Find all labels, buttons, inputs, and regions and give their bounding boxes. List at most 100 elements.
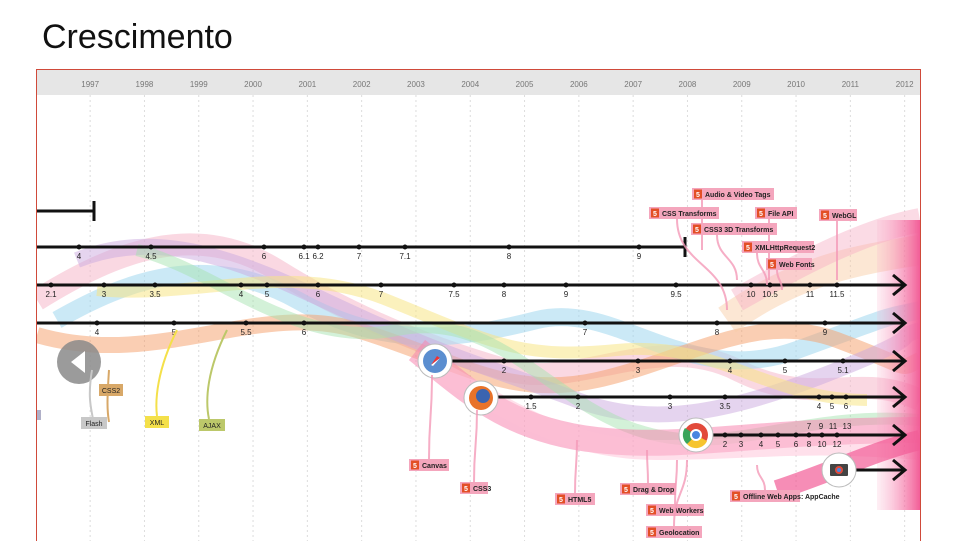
- version-label: 5: [783, 366, 788, 375]
- version-dot: [714, 320, 720, 326]
- version-label: 7: [807, 422, 812, 431]
- year-label: 2000: [244, 80, 262, 89]
- version-dot: [819, 432, 825, 438]
- version-dot: [315, 244, 321, 250]
- svg-text:5: 5: [770, 262, 774, 269]
- flash-label-box: [81, 417, 107, 429]
- year-label: 1997: [81, 80, 99, 89]
- version-dot: [722, 432, 728, 438]
- opera-line-arrow-icon: [892, 273, 908, 297]
- svg-text:5: 5: [650, 530, 654, 537]
- version-dot: [727, 358, 733, 364]
- html5-feature-label: File API: [768, 211, 793, 218]
- version-label: 4: [817, 402, 822, 411]
- version-dot: [748, 282, 754, 288]
- version-label: 9: [564, 290, 569, 299]
- version-label: 11: [806, 290, 815, 299]
- html5-feature-label: Offline Web Apps: AppCache: [743, 494, 840, 501]
- svg-text:5: 5: [624, 487, 628, 494]
- svg-text:5: 5: [650, 508, 654, 515]
- previous-arrow-icon[interactable]: [57, 340, 101, 384]
- version-label: 5.1: [837, 366, 849, 375]
- html5-badge-icon: [693, 224, 701, 234]
- firefox-icon: [463, 380, 499, 416]
- version-label: 7: [379, 290, 384, 299]
- version-dot: [563, 282, 569, 288]
- version-label: 8: [715, 328, 720, 337]
- version-dot: [582, 320, 588, 326]
- flash-label: Flash: [85, 421, 102, 428]
- html5-feature-labels: 5 Audio & Video Tags 5 CSS Transforms 5 File …: [409, 188, 857, 538]
- version-dot: [148, 244, 154, 250]
- version-label: 2.1: [45, 290, 57, 299]
- version-label: 11.5: [830, 290, 846, 299]
- version-dot: [301, 320, 307, 326]
- year-label: 2004: [461, 80, 479, 89]
- svg-text:5: 5: [759, 211, 763, 218]
- version-dot: [758, 432, 764, 438]
- version-label: 9.5: [670, 290, 682, 299]
- safari-icon: [417, 343, 453, 379]
- svg-text:5: 5: [696, 192, 700, 199]
- version-dot: [722, 394, 728, 400]
- version-label: 6: [794, 440, 799, 449]
- version-label: 3.5: [149, 290, 161, 299]
- year-label: 2006: [570, 80, 588, 89]
- version-dot: [834, 432, 840, 438]
- version-dot: [673, 282, 679, 288]
- version-label: 8: [502, 290, 507, 299]
- version-dot: [806, 432, 812, 438]
- svg-text:5: 5: [464, 486, 468, 493]
- version-label: 11: [829, 422, 838, 431]
- version-dot: [501, 282, 507, 288]
- html5-feature-label: CSS3: [473, 486, 491, 493]
- html5-feature-label: CSS Transforms: [662, 211, 717, 218]
- version-label: 4: [759, 440, 764, 449]
- version-label: 2: [576, 402, 581, 411]
- version-label: 12: [833, 440, 842, 449]
- css2-label-box: [99, 384, 123, 396]
- browser-timelines: 4 4.5 6 6.1 6.2 7 7.1 8 92.1 3 3.5 4 5 6 7 7.5 8 9 9.5 10 10…: [37, 201, 908, 482]
- svg-text:5: 5: [413, 463, 417, 470]
- html5-badge-icon: [821, 210, 829, 220]
- version-label: 3: [636, 366, 641, 375]
- version-dot: [822, 320, 828, 326]
- svg-text:5: 5: [746, 245, 750, 252]
- html5-feature-label: XMLHttpRequest2: [755, 245, 815, 252]
- version-label: 6: [302, 328, 307, 337]
- version-label: 10: [747, 290, 756, 299]
- version-dot: [829, 394, 835, 400]
- version-label: 5: [172, 328, 177, 337]
- slide-title: Crescimento: [42, 18, 233, 56]
- version-label: 6.1: [298, 252, 310, 261]
- year-label: 2005: [516, 80, 534, 89]
- version-dot: [506, 244, 512, 250]
- html5-feature-webgl: 5 WebGL: [819, 209, 857, 280]
- version-dot: [738, 432, 744, 438]
- xml-label-box: [145, 416, 169, 428]
- svg-text:5: 5: [734, 494, 738, 501]
- chrome-os-icon: [821, 452, 857, 488]
- year-label: 2003: [407, 80, 425, 89]
- html5-badge-icon: [732, 491, 740, 501]
- html5-feature-label: Audio & Video Tags: [705, 192, 771, 199]
- version-label: 4: [95, 328, 100, 337]
- version-dot: [378, 282, 384, 288]
- chrome-line-arrow-icon: [892, 423, 908, 447]
- version-label: 2: [502, 366, 507, 375]
- safari-line-arrow-icon: [892, 349, 908, 373]
- year-label: 2008: [679, 80, 697, 89]
- year-label: 2007: [624, 80, 642, 89]
- svg-text:5: 5: [695, 227, 699, 234]
- version-label: 7.5: [448, 290, 460, 299]
- year-header-band: [37, 70, 920, 95]
- version-dot: [528, 394, 534, 400]
- version-label: 4: [239, 290, 244, 299]
- ajax-label: AJAX: [203, 423, 221, 430]
- version-label: 3: [668, 402, 673, 411]
- version-dot: [451, 282, 457, 288]
- chrome-icon: [678, 417, 714, 453]
- version-label: 10: [818, 440, 827, 449]
- version-label: 6: [316, 290, 321, 299]
- version-label: 6: [844, 402, 849, 411]
